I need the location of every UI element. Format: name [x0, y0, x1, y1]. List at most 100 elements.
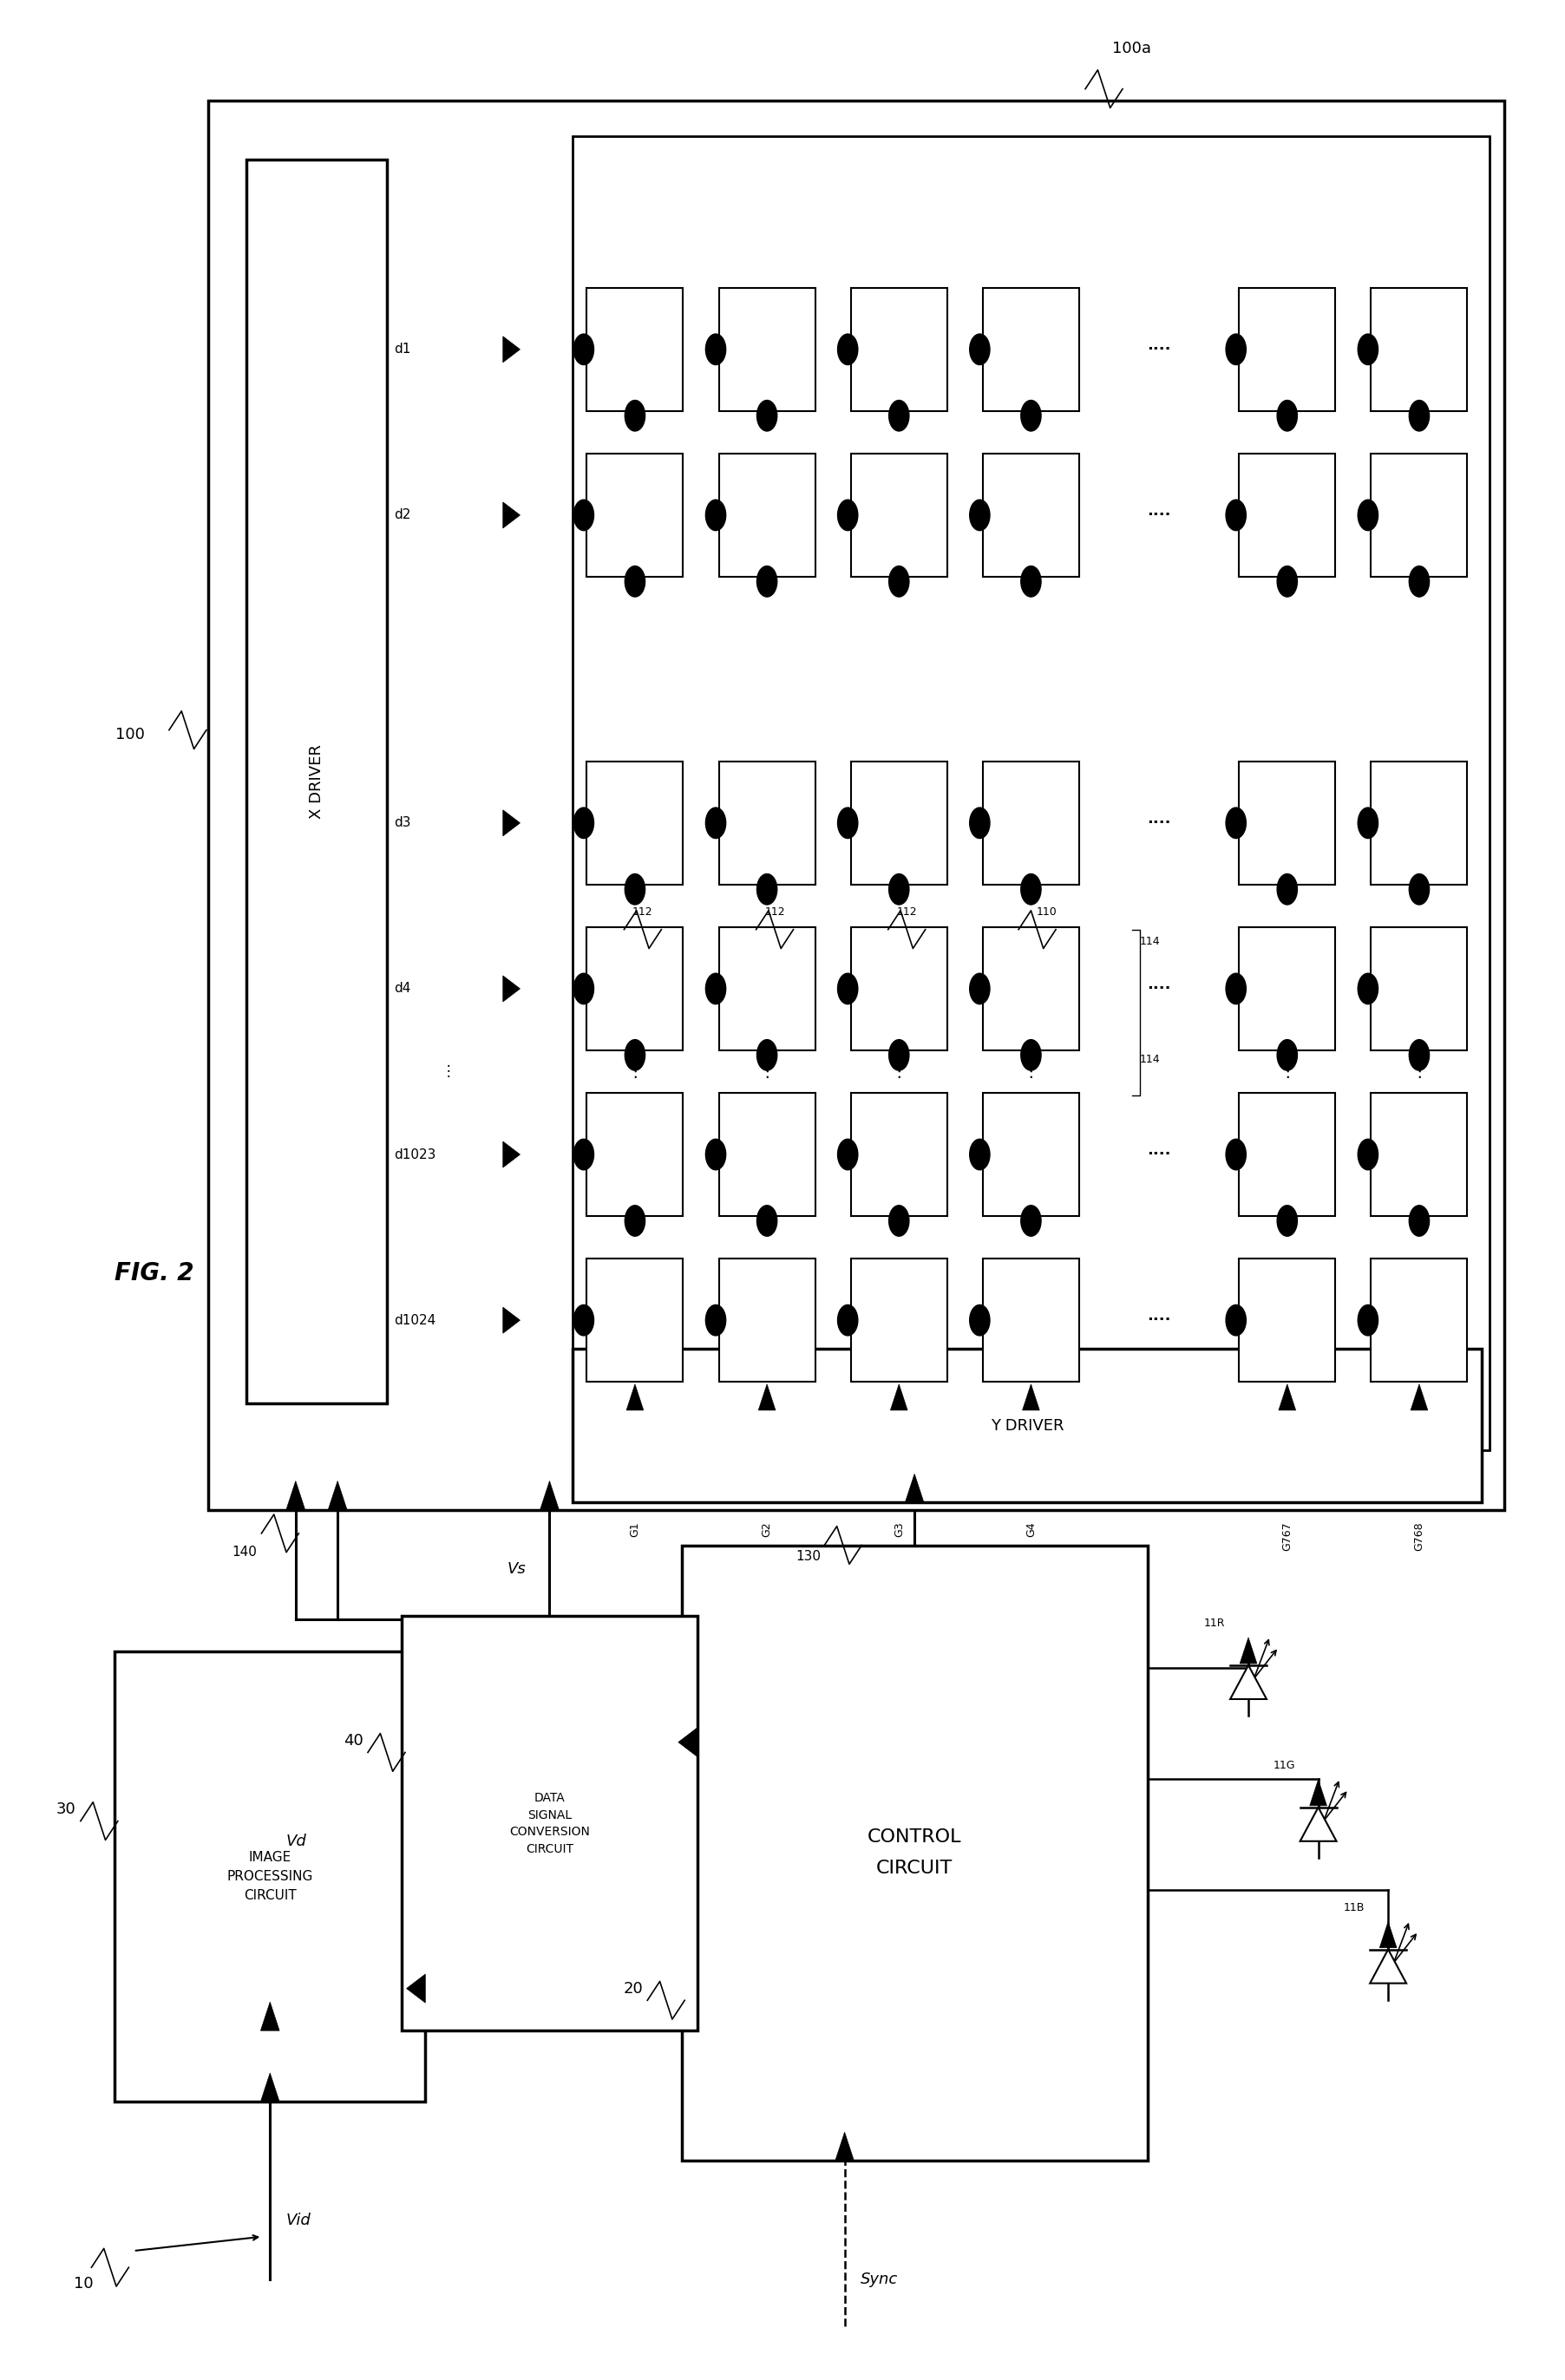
- Text: ⋮: ⋮: [759, 1064, 775, 1081]
- Text: 114: 114: [1139, 935, 1160, 947]
- Circle shape: [574, 333, 593, 364]
- Circle shape: [1277, 566, 1297, 597]
- Bar: [1371, 762, 1468, 885]
- Circle shape: [1358, 973, 1379, 1004]
- Bar: [587, 762, 682, 885]
- Polygon shape: [261, 2073, 280, 2102]
- Bar: [718, 455, 815, 576]
- Circle shape: [1020, 1204, 1041, 1235]
- Bar: [718, 1092, 815, 1216]
- Circle shape: [574, 1140, 593, 1171]
- Text: 114: 114: [1139, 1054, 1160, 1066]
- Bar: [983, 1259, 1080, 1383]
- Bar: [718, 1259, 815, 1383]
- Bar: [247, 159, 387, 1404]
- Circle shape: [1020, 566, 1041, 597]
- Text: G4: G4: [1025, 1521, 1036, 1537]
- Circle shape: [574, 973, 593, 1004]
- Bar: [587, 1259, 682, 1383]
- Circle shape: [970, 500, 989, 531]
- Polygon shape: [540, 1480, 559, 1509]
- Text: d1: d1: [394, 343, 412, 357]
- Text: 30: 30: [56, 1802, 77, 1816]
- Polygon shape: [1310, 1780, 1327, 1806]
- Circle shape: [1277, 1204, 1297, 1235]
- Text: 11B: 11B: [1344, 1902, 1365, 1914]
- Text: ⋮: ⋮: [1022, 1064, 1039, 1081]
- Circle shape: [1358, 807, 1379, 838]
- Bar: [851, 928, 947, 1050]
- Polygon shape: [1230, 1666, 1266, 1699]
- Circle shape: [706, 500, 726, 531]
- Text: ⋮: ⋮: [890, 1064, 908, 1081]
- Bar: [1371, 1259, 1468, 1383]
- Text: G3: G3: [894, 1521, 905, 1537]
- Text: ····: ····: [1147, 1311, 1171, 1328]
- Bar: [851, 455, 947, 576]
- Bar: [1239, 455, 1335, 576]
- Polygon shape: [1380, 1921, 1396, 1947]
- Circle shape: [837, 500, 858, 531]
- Circle shape: [1358, 500, 1379, 531]
- Polygon shape: [502, 336, 520, 362]
- Circle shape: [1277, 873, 1297, 904]
- Bar: [1239, 928, 1335, 1050]
- Polygon shape: [759, 1385, 776, 1411]
- Circle shape: [757, 400, 778, 431]
- Polygon shape: [1279, 1385, 1296, 1411]
- Text: d4: d4: [394, 983, 412, 995]
- Bar: [1239, 1259, 1335, 1383]
- Text: 20: 20: [623, 1980, 643, 1997]
- Text: DATA
SIGNAL
CONVERSION
CIRCUIT: DATA SIGNAL CONVERSION CIRCUIT: [509, 1792, 590, 1854]
- Circle shape: [1225, 1304, 1246, 1335]
- Polygon shape: [329, 1480, 347, 1509]
- Bar: [718, 288, 815, 412]
- Circle shape: [1358, 1140, 1379, 1171]
- Text: d1024: d1024: [394, 1314, 437, 1326]
- Text: Y DRIVER: Y DRIVER: [991, 1418, 1064, 1433]
- Bar: [851, 288, 947, 412]
- Circle shape: [624, 400, 645, 431]
- Text: 40: 40: [343, 1733, 363, 1749]
- Text: 11R: 11R: [1203, 1618, 1225, 1628]
- Circle shape: [706, 1140, 726, 1171]
- Circle shape: [889, 400, 909, 431]
- Bar: [1371, 288, 1468, 412]
- Text: G2: G2: [761, 1521, 773, 1537]
- Bar: [573, 136, 1488, 1449]
- Polygon shape: [836, 2132, 854, 2161]
- Text: 11G: 11G: [1272, 1759, 1294, 1771]
- Circle shape: [1409, 400, 1429, 431]
- Bar: [1371, 1092, 1468, 1216]
- Circle shape: [1225, 333, 1246, 364]
- Circle shape: [1409, 1204, 1429, 1235]
- Circle shape: [837, 1304, 858, 1335]
- Circle shape: [970, 807, 989, 838]
- Circle shape: [970, 1304, 989, 1335]
- Bar: [1371, 455, 1468, 576]
- Text: ····: ····: [1147, 507, 1171, 524]
- Circle shape: [757, 1040, 778, 1071]
- Bar: [573, 1349, 1482, 1502]
- Polygon shape: [626, 1385, 643, 1411]
- Text: 10: 10: [74, 2275, 94, 2292]
- Circle shape: [574, 500, 593, 531]
- Polygon shape: [905, 1473, 923, 1502]
- Circle shape: [1409, 873, 1429, 904]
- Text: 140: 140: [232, 1545, 257, 1559]
- Circle shape: [970, 1140, 989, 1171]
- Circle shape: [1277, 1040, 1297, 1071]
- Bar: [587, 928, 682, 1050]
- Text: ⋮: ⋮: [626, 1064, 643, 1081]
- Text: G1: G1: [629, 1521, 640, 1537]
- Polygon shape: [1369, 1949, 1407, 1983]
- Text: d1023: d1023: [394, 1147, 437, 1161]
- Text: 112: 112: [897, 907, 917, 919]
- Bar: [1239, 762, 1335, 885]
- Bar: [587, 455, 682, 576]
- Bar: [1239, 288, 1335, 412]
- Bar: [1371, 928, 1468, 1050]
- Text: 100: 100: [116, 726, 146, 743]
- Circle shape: [889, 1040, 909, 1071]
- Circle shape: [837, 807, 858, 838]
